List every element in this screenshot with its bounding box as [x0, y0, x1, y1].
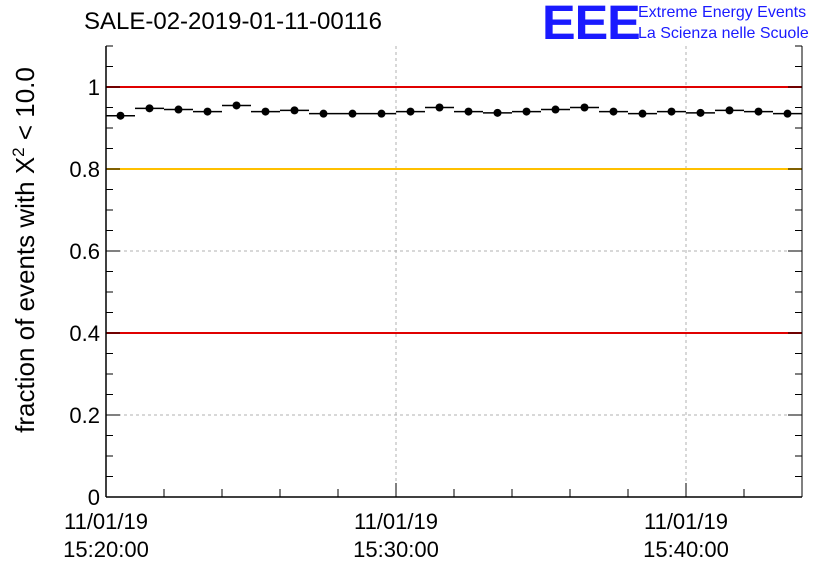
- logo-line-1: Extreme Energy Events: [638, 4, 807, 21]
- axes: [105, 45, 803, 498]
- data-point: [348, 109, 357, 118]
- data-point: [174, 105, 183, 114]
- chart-title: SALE-02-2019-01-11-00116: [84, 8, 382, 35]
- y-tick-label: 0.2: [69, 403, 100, 428]
- data-point: [580, 103, 589, 112]
- data-point: [783, 109, 792, 118]
- y-tick-label: 0.8: [69, 157, 100, 182]
- y-tick-label: 0.6: [69, 239, 100, 264]
- y-axis-label: fraction of events with X2 < 10.0: [9, 67, 40, 433]
- data-point: [667, 107, 676, 116]
- y-axis-label-tail: < 10.0: [10, 67, 40, 147]
- x-tick-label-time: 15:40:00: [643, 537, 729, 562]
- data-point: [493, 108, 502, 117]
- data-point: [638, 109, 647, 118]
- data-point: [609, 107, 618, 116]
- y-axis-label-sup: 2: [9, 147, 28, 156]
- tick-labels: 0 0.2 0.4 0.6 0.8 1 11/01/19 15:20:00 11/01/19 15…: [63, 75, 729, 562]
- y-tick-label: 0: [88, 485, 100, 510]
- data-point: [232, 101, 241, 110]
- data-point: [551, 105, 560, 114]
- data-points: [106, 101, 802, 120]
- x-tick-label-time: 15:30:00: [353, 537, 439, 562]
- data-point: [522, 107, 531, 116]
- data-point: [116, 111, 125, 120]
- data-point: [725, 106, 734, 115]
- data-point: [203, 107, 212, 116]
- data-point: [696, 108, 705, 117]
- data-point: [377, 109, 386, 118]
- x-tick-label-date: 11/01/19: [64, 509, 148, 534]
- data-point: [435, 103, 444, 112]
- logo-mark: EEE: [542, 0, 641, 50]
- data-point: [754, 107, 763, 116]
- data-point: [319, 109, 328, 118]
- data-point: [261, 107, 270, 116]
- reference-lines: [106, 86, 802, 334]
- x-tick-label-date: 11/01/19: [354, 509, 438, 534]
- data-point: [406, 107, 415, 116]
- data-point: [464, 107, 473, 116]
- data-point: [145, 104, 154, 113]
- y-tick-label: 1: [88, 75, 100, 100]
- y-axis-label-main: fraction of events with X: [10, 157, 40, 433]
- logo-line-2: La Scienza nelle Scuole: [638, 25, 809, 42]
- x-tick-label-date: 11/01/19: [644, 509, 728, 534]
- x-tick-label-time: 15:20:00: [63, 537, 149, 562]
- y-tick-label: 0.4: [69, 321, 100, 346]
- data-point: [290, 106, 299, 115]
